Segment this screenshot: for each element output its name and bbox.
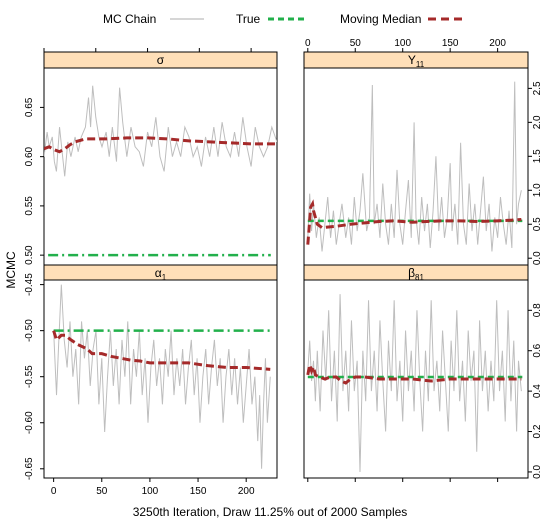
panel-frame [303, 279, 529, 479]
x-tick-label: 150 [442, 38, 459, 49]
mc-chain-line [44, 85, 277, 177]
panel-title: α1 [155, 266, 167, 282]
x-tick-label: 0 [305, 38, 311, 49]
y-tick-label: 0.60 [24, 146, 35, 166]
panel-series [306, 294, 523, 472]
moving-median-line [44, 136, 277, 154]
panel-series [306, 81, 523, 252]
mc-chain-line [53, 284, 271, 469]
moving-median-line [306, 362, 522, 385]
mc-chain-line [307, 81, 522, 252]
panel-title: σ [157, 53, 165, 67]
y-tick-label: 2.5 [532, 81, 540, 95]
y-tick-label: -0.50 [24, 319, 35, 342]
y-tick-label: -0.60 [24, 411, 35, 434]
y-axis-label: MCMC [4, 251, 18, 289]
y-tick-label: 0.4 [532, 384, 540, 398]
mc-chain-line [307, 294, 522, 472]
x-tick-label: 200 [489, 38, 506, 49]
panel-frame [43, 279, 278, 479]
y-tick-label: 0.50 [24, 245, 35, 265]
y-tick-label: -0.45 [24, 273, 35, 296]
x-axis-label: 3250th Iteration, Draw 11.25% out of 200… [133, 505, 408, 519]
x-tick-label: 50 [350, 38, 362, 49]
y-tick-label: 0.0 [532, 251, 540, 265]
y-tick-label: 2.0 [532, 115, 540, 129]
moving-median-line [306, 199, 522, 245]
panel-series [44, 85, 277, 257]
x-tick-label: 150 [190, 486, 207, 497]
moving-median-line [52, 330, 271, 371]
y-tick-label: 0.5 [532, 217, 540, 231]
y-tick-label: -0.65 [24, 457, 35, 480]
panel-title: β81 [408, 266, 424, 282]
y-tick-label: 0.55 [24, 196, 35, 216]
panel-4: β81 0.0 0.2 0.4 0.6 0.8 [303, 264, 540, 482]
x-tick-label: 200 [238, 486, 255, 497]
legend-label-mc-chain: MC Chain [103, 12, 156, 26]
y-tick-label: 1.0 [532, 183, 540, 197]
y-tick-label: 0.0 [532, 465, 540, 479]
legend-label-true: True [236, 12, 261, 26]
x-tick-label: 100 [142, 486, 159, 497]
y-tick-label: -0.55 [24, 365, 35, 388]
y-tick-label: 0.8 [532, 303, 540, 317]
panel-title: Y11 [408, 53, 425, 69]
x-tick-label: 50 [96, 486, 108, 497]
panel-2: Y11 0.0 0.5 1.0 1.5 2.0 2.5 0 50 100 150 200 [303, 38, 540, 266]
y-tick-label: 0.6 [532, 343, 540, 357]
y-tick-label: 0.65 [24, 97, 35, 117]
panel-3: α1 -0.45 -0.50 -0.55 -0.60 -0.65 0 50 100 150 200 [24, 264, 278, 497]
panel-series [52, 284, 272, 469]
y-tick-label: 1.5 [532, 149, 540, 163]
y-tick-label: 0.2 [532, 424, 540, 438]
panel-1: σ 0.50 0.55 0.60 0.65 [24, 48, 278, 266]
legend: MC Chain True Moving Median [103, 12, 464, 26]
legend-label-moving-median: Moving Median [340, 12, 421, 26]
x-tick-label: 0 [51, 486, 57, 497]
x-tick-label: 100 [394, 38, 411, 49]
panel-frame [43, 67, 278, 266]
